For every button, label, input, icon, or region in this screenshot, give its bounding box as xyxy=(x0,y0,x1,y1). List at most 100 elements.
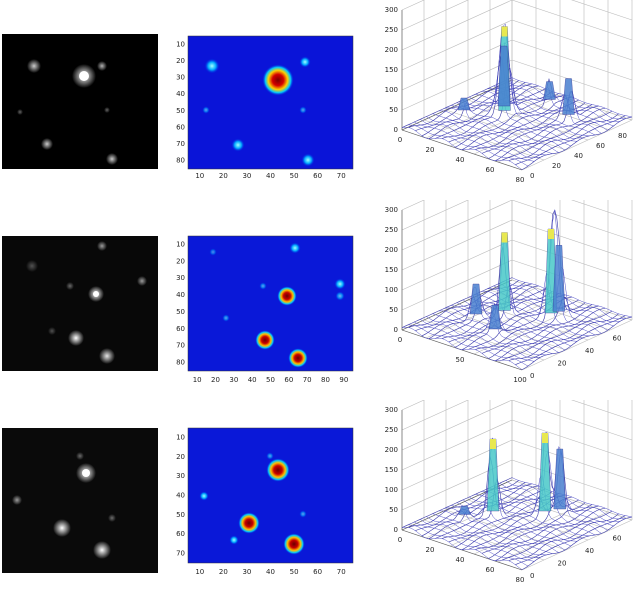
heatmap-y-tick-label: 20 xyxy=(176,57,185,65)
grayscale-image-3 xyxy=(2,428,158,573)
surface-x-tick-label: 80 xyxy=(516,576,525,584)
surface-box xyxy=(401,0,633,171)
surface-y-tick-label: 60 xyxy=(613,335,622,343)
figure-row-1: 10 20 30 40 50 60 70 10 20 30 40 50 60 70 80 0 50 100 150… xyxy=(0,0,640,190)
surface-z-tick-label: 0 xyxy=(394,126,398,134)
heatmap-y-tick-label: 60 xyxy=(176,530,185,538)
surface-y-tick-label: 60 xyxy=(596,142,605,150)
surface-y-tick-label: 80 xyxy=(618,132,627,140)
surface-y-tick-label: 0 xyxy=(530,172,534,180)
heatmap-x-tick-label: 70 xyxy=(303,376,312,384)
surface-z-tick-label: 150 xyxy=(385,66,398,74)
surface-z-tick-label: 50 xyxy=(389,306,398,314)
figure-row-3: 10 20 30 40 50 60 70 10 20 30 40 50 60 70 0 50 100 150 20… xyxy=(0,359,640,590)
heatmap-x-tick-label: 70 xyxy=(337,172,346,180)
surface-mesh xyxy=(401,431,633,570)
surface-z-tick-label: 0 xyxy=(394,326,398,334)
surface-z-tick-label: 300 xyxy=(385,6,398,14)
heatmap-y-tick-label: 70 xyxy=(176,549,185,557)
surface-plot-2: 050100150200250300050100020406080 xyxy=(362,159,640,390)
heatmap-x-tick-label: 20 xyxy=(211,376,220,384)
heatmap-y-tick-label: 60 xyxy=(176,123,185,131)
surface-z-tick-label: 100 xyxy=(385,86,398,94)
heatmap-x-tick-label: 60 xyxy=(313,568,322,576)
heatmap-x-tick-label: 30 xyxy=(229,376,238,384)
heatmap-x-tick-label: 10 xyxy=(195,172,204,180)
surface-x-tick-label: 0 xyxy=(398,336,402,344)
heatmap-y-tick-label: 40 xyxy=(176,291,185,299)
surface-x-tick-label: 40 xyxy=(456,156,465,164)
heatmap-y-tick-label: 50 xyxy=(176,511,185,519)
surface-z-tick-label: 200 xyxy=(385,446,398,454)
surface-y-tick-label: 20 xyxy=(558,360,567,368)
surface-x-tick-label: 20 xyxy=(426,546,435,554)
surface-z-tick-label: 100 xyxy=(385,486,398,494)
surface-z-tick-label: 150 xyxy=(385,466,398,474)
surface-z-tick-label: 200 xyxy=(385,246,398,254)
heatmap-x-tick-label: 50 xyxy=(266,376,275,384)
surface-z-tick-label: 50 xyxy=(389,106,398,114)
heatmap-x-tick-label: 20 xyxy=(219,172,228,180)
heatmap-y-tick-label: 20 xyxy=(176,453,185,461)
heatmap-3: 10 20 30 40 50 60 70 10 20 30 40 50 60 70 xyxy=(168,426,358,581)
heatmap-y-tick-label: 30 xyxy=(176,472,185,480)
surface-z-tick-label: 300 xyxy=(385,206,398,214)
surface-plot-1: 050100150200250300020406080020406080100 xyxy=(362,0,640,190)
heatmap-y-tick-label: 10 xyxy=(176,434,185,442)
surface-box xyxy=(401,359,633,571)
surface-x-tick-label: 80 xyxy=(516,176,525,184)
figure-row-2: 10 20 30 40 50 60 70 80 90 10 20 30 40 50 60 70 80 0 50 10… xyxy=(0,159,640,390)
heatmap-y-tick-label: 40 xyxy=(176,90,185,98)
surface-z-tick-label: 150 xyxy=(385,266,398,274)
heatmap-y-tick-label: 50 xyxy=(176,107,185,115)
heatmap-x-tick-label: 30 xyxy=(242,172,251,180)
grayscale-image-2 xyxy=(2,236,158,371)
heatmap-2: 10 20 30 40 50 60 70 80 90 10 20 30 40 50 60 70 80 xyxy=(168,234,358,389)
surface-z-tick-label: 100 xyxy=(385,286,398,294)
heatmap-y-tick-label: 80 xyxy=(176,157,185,165)
heatmap-x-tick-label: 10 xyxy=(193,376,202,384)
surface-z-tick-label: 250 xyxy=(385,426,398,434)
surface-y-tick-label: 0 xyxy=(530,372,534,380)
heatmap-x-tick-label: 30 xyxy=(242,568,251,576)
surface-x-tick-label: 40 xyxy=(456,556,465,564)
grayscale-image-1 xyxy=(2,34,158,169)
heatmap-1: 10 20 30 40 50 60 70 10 20 30 40 50 60 70 80 xyxy=(168,32,358,187)
heatmap-x-tick-label: 40 xyxy=(266,172,275,180)
surface-y-tick-label: 20 xyxy=(558,560,567,568)
heatmap-y-tick-label: 70 xyxy=(176,140,185,148)
surface-y-tick-label: 60 xyxy=(613,535,622,543)
heatmap-x-tick-label: 40 xyxy=(248,376,257,384)
surface-mesh xyxy=(401,23,633,170)
surface-y-tick-label: 40 xyxy=(585,347,594,355)
heatmap-x-tick-label: 80 xyxy=(321,376,330,384)
surface-y-tick-label: 20 xyxy=(552,162,561,170)
heatmap-x-tick-label: 40 xyxy=(266,568,275,576)
surface-mesh xyxy=(401,209,633,370)
surface-x-tick-label: 20 xyxy=(426,146,435,154)
surface-x-tick-label: 60 xyxy=(486,566,495,574)
surface-y-tick-label: 40 xyxy=(574,152,583,160)
heatmap-y-tick-label: 30 xyxy=(176,74,185,82)
surface-x-tick-label: 0 xyxy=(398,136,402,144)
heatmap-y-tick-label: 80 xyxy=(176,359,185,367)
heatmap-y-tick-label: 10 xyxy=(176,40,185,48)
heatmap-y-tick-label: 60 xyxy=(176,325,185,333)
heatmap-y-tick-label: 50 xyxy=(176,308,185,316)
heatmap-x-tick-label: 50 xyxy=(290,568,299,576)
heatmap-x-tick-label: 60 xyxy=(313,172,322,180)
heatmap-x-tick-label: 60 xyxy=(284,376,293,384)
surface-x-tick-label: 100 xyxy=(513,376,526,384)
heatmap-x-tick-label: 70 xyxy=(337,568,346,576)
surface-x-tick-label: 0 xyxy=(398,536,402,544)
heatmap-y-tick-label: 40 xyxy=(176,492,185,500)
surface-z-tick-label: 250 xyxy=(385,226,398,234)
heatmap-x-tick-label: 20 xyxy=(219,568,228,576)
surface-z-tick-label: 50 xyxy=(389,506,398,514)
surface-z-tick-label: 250 xyxy=(385,26,398,34)
surface-z-tick-label: 200 xyxy=(385,46,398,54)
surface-z-tick-label: 300 xyxy=(385,406,398,414)
surface-x-tick-label: 50 xyxy=(456,356,465,364)
heatmap-y-tick-label: 70 xyxy=(176,342,185,350)
